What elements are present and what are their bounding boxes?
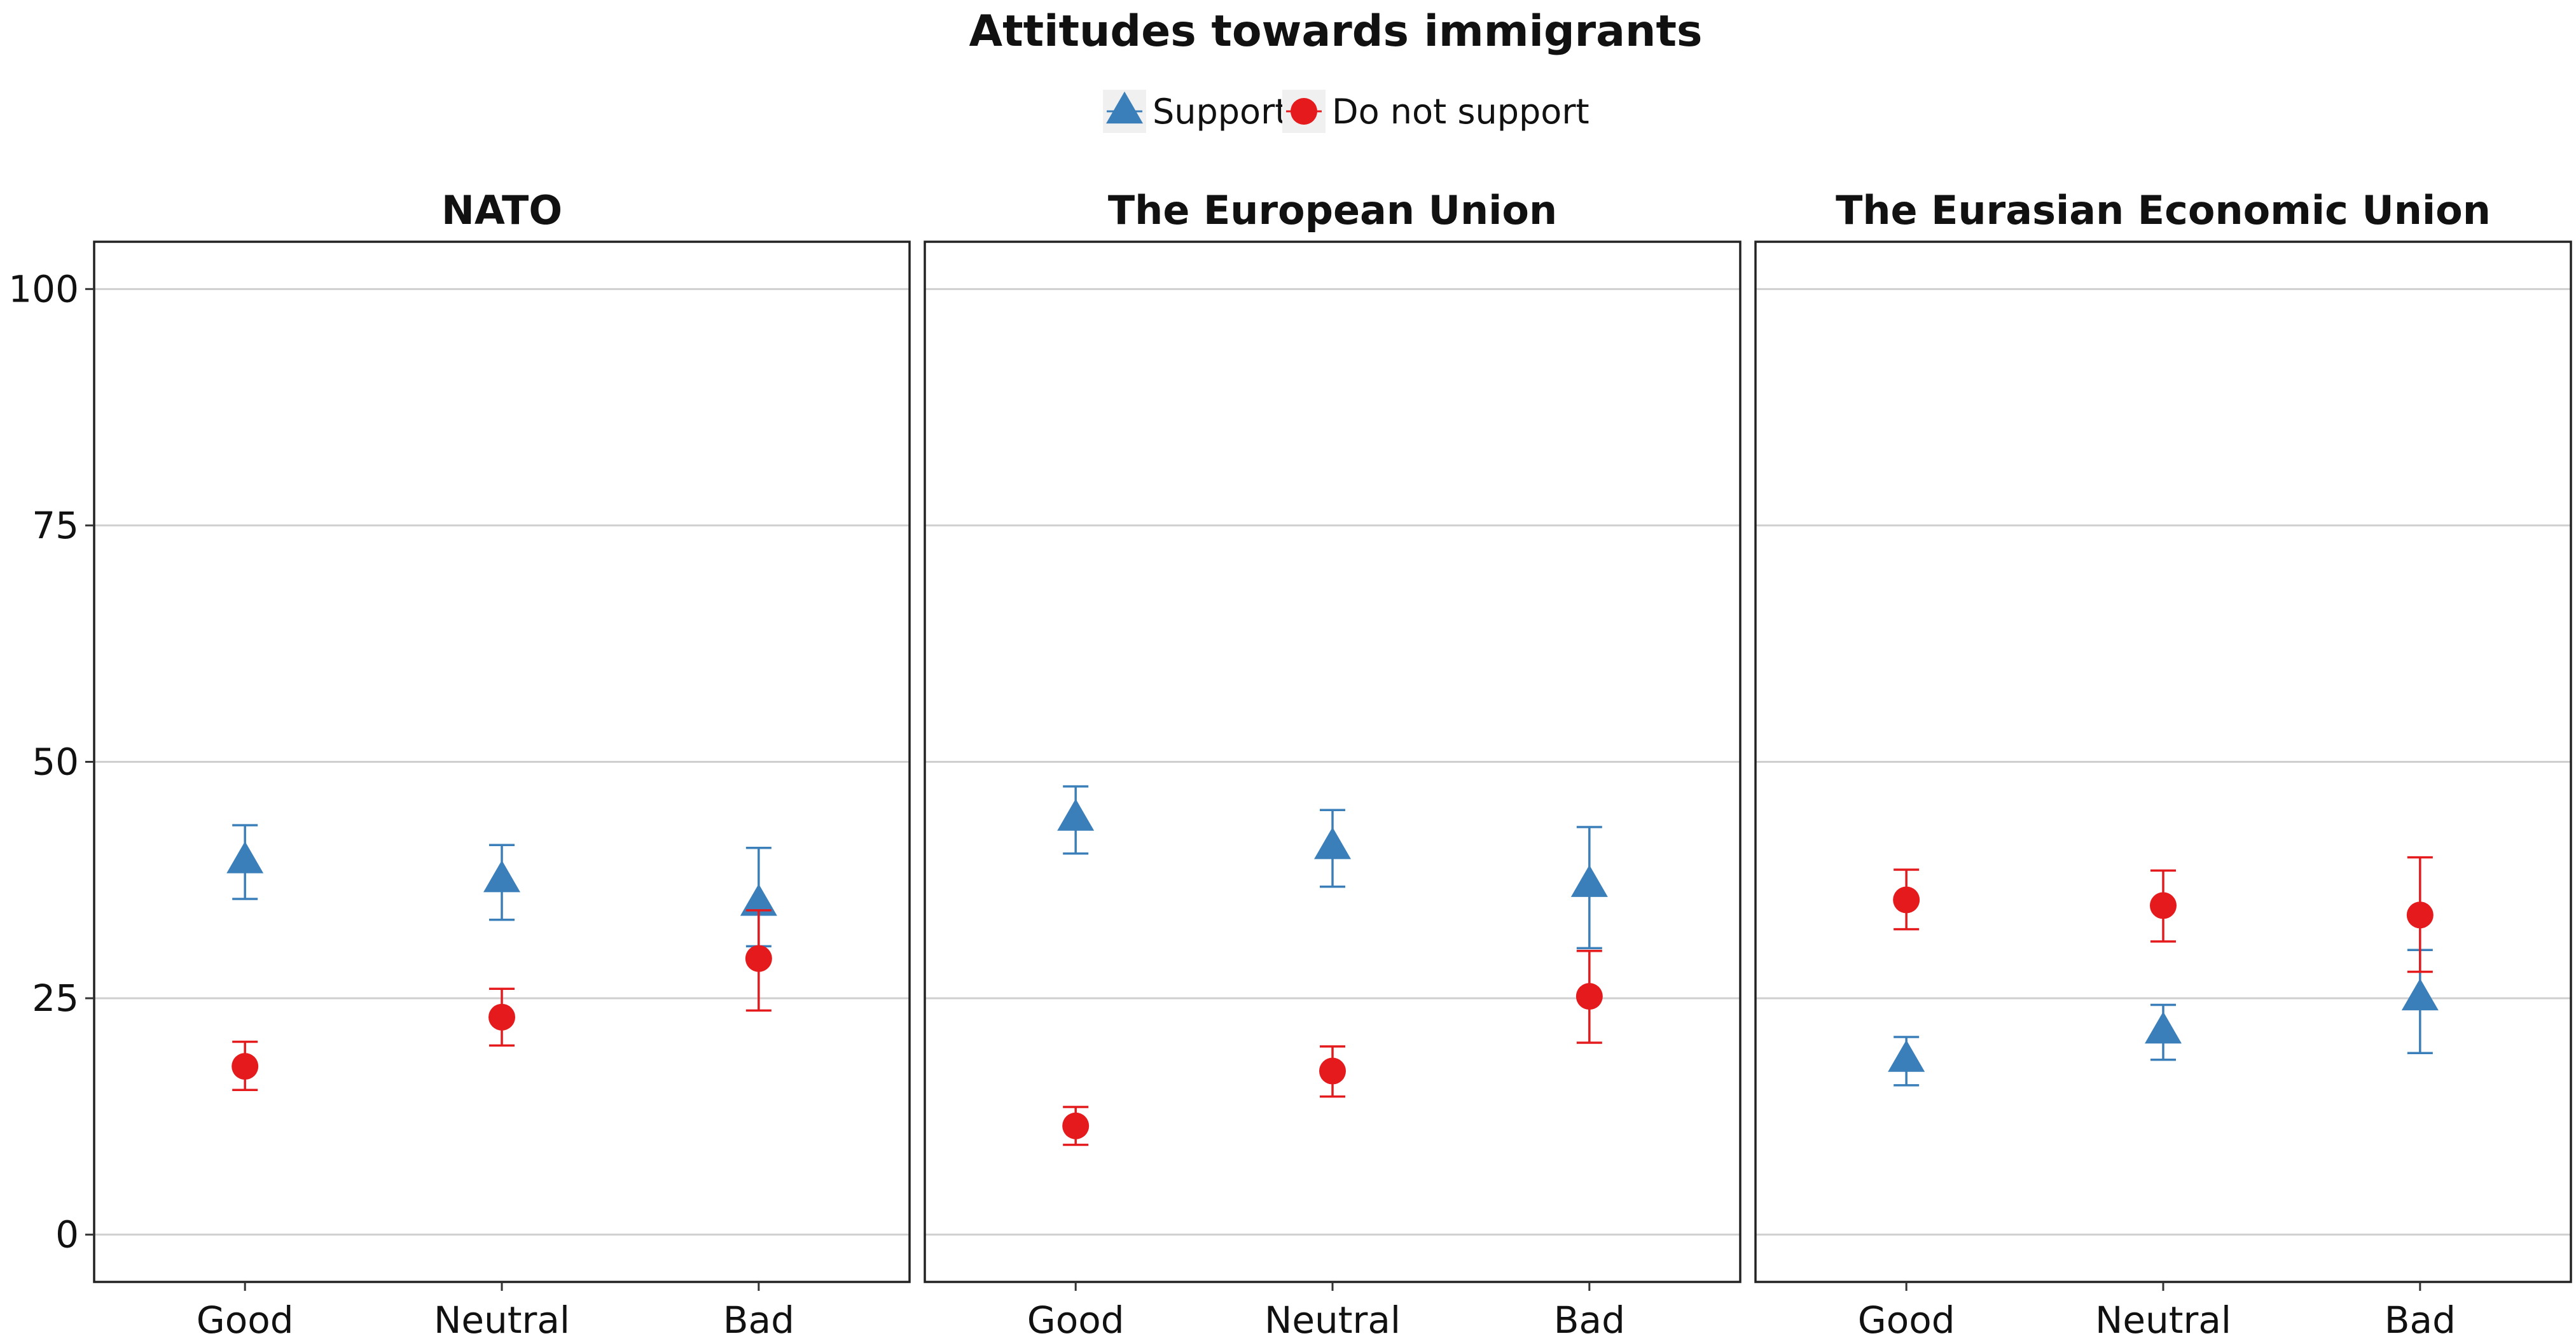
panel-nato: NATO Good Neutral Bad 0 25 50 75 100 <box>8 187 911 1336</box>
legend-entry-do-not-support: Do not support <box>1282 90 1589 133</box>
panel-title: NATO <box>441 187 562 233</box>
series-support <box>1057 785 1608 950</box>
panel-the-european-union: The European Union Good Neutral Bad <box>924 187 1742 1336</box>
legend-label-support: Support <box>1153 92 1288 132</box>
x-tick-label-neutral: Neutral <box>1264 1298 1401 1336</box>
y-tick-label: 100 <box>8 267 79 310</box>
legend: Support Do not support <box>1103 90 1589 133</box>
data-point-do-not-support-neutral <box>2150 892 2177 919</box>
data-point-do-not-support-neutral <box>1319 1057 1346 1085</box>
data-point-support-bad <box>1570 865 1608 897</box>
panels: NATO Good Neutral Bad 0 25 50 75 100 The European… <box>8 187 2572 1336</box>
legend-marker-do-not-support <box>1291 98 1317 125</box>
legend-label-do-not-support: Do not support <box>1332 92 1589 132</box>
y-tick-label: 50 <box>32 741 79 784</box>
x-tick-label-neutral: Neutral <box>2095 1298 2231 1336</box>
series-do-not-support <box>232 909 772 1092</box>
x-tick-label-bad: Bad <box>723 1298 794 1336</box>
panel-title: The European Union <box>1108 187 1557 233</box>
x-tick-label-good: Good <box>1027 1298 1125 1336</box>
y-tick-label: 25 <box>32 977 79 1020</box>
data-point-do-not-support-bad <box>2406 901 2434 929</box>
x-tick-label-neutral: Neutral <box>434 1298 570 1336</box>
data-point-support-bad <box>2401 978 2439 1011</box>
data-point-support-good <box>226 841 264 873</box>
x-tick-label-good: Good <box>1858 1298 1955 1336</box>
data-point-do-not-support-good <box>1062 1112 1090 1139</box>
series-do-not-support <box>1062 950 1603 1146</box>
data-point-do-not-support-bad <box>1575 983 1603 1010</box>
data-point-support-neutral <box>1314 827 1351 859</box>
data-point-do-not-support-neutral <box>488 1003 515 1031</box>
data-point-do-not-support-good <box>232 1053 259 1080</box>
chart-title: Attitudes towards immigrants <box>969 6 1703 57</box>
x-tick-label-good: Good <box>197 1298 294 1336</box>
legend-marker-support <box>1106 91 1143 124</box>
y-tick-label: 75 <box>32 504 79 547</box>
data-point-support-good <box>1888 1040 1925 1072</box>
x-tick-label-bad: Bad <box>2385 1298 2456 1336</box>
series-support <box>1888 949 2439 1087</box>
panel-title: The Eurasian Economic Union <box>1836 187 2491 233</box>
x-tick-label-bad: Bad <box>1554 1298 1625 1336</box>
series-do-not-support <box>1893 856 2434 973</box>
legend-entry-support: Support <box>1103 90 1288 133</box>
data-point-do-not-support-bad <box>745 945 772 972</box>
data-point-support-neutral <box>483 860 520 893</box>
data-point-support-neutral <box>2145 1011 2182 1044</box>
y-tick-label: 0 <box>55 1213 79 1256</box>
panel-the-eurasian-economic-union: The Eurasian Economic Union Good Neutral Ba… <box>1754 187 2572 1336</box>
data-point-support-good <box>1057 798 1095 831</box>
data-point-do-not-support-good <box>1893 886 1920 914</box>
data-point-support-bad <box>740 884 777 916</box>
